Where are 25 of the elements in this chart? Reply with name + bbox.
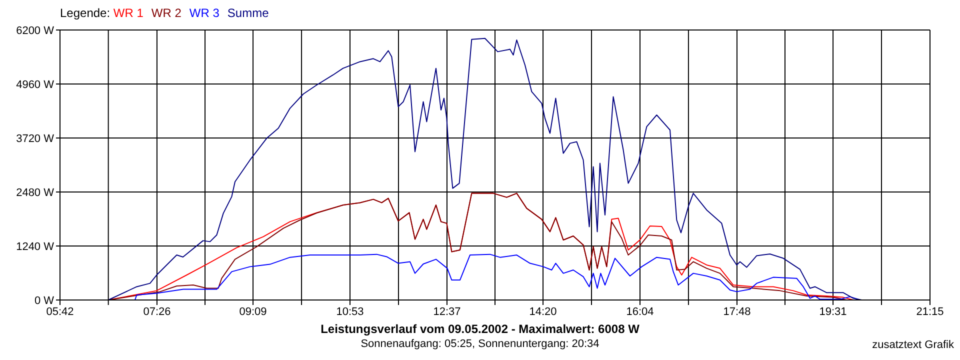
text: WR 1 <box>113 6 144 20</box>
text: Sonnenaufgang: 05:25, Sonnenuntergang: 20:34 <box>360 338 600 350</box>
x-tick-label: 10:53 <box>336 306 364 318</box>
y-tick-label: 3720 W <box>16 132 55 145</box>
y-tick-label: 0 W <box>34 294 55 307</box>
text: Summe <box>227 6 269 20</box>
y-tick-label: 6200 W <box>16 24 55 37</box>
text: zusatztext Grafik <box>872 339 954 351</box>
text: WR 3 <box>189 6 220 20</box>
x-tick-label: 05:42 <box>46 306 74 318</box>
x-tick-label: 16:04 <box>626 306 654 318</box>
text: WR 2 <box>151 6 182 20</box>
legend-title: Legende: <box>60 6 112 20</box>
line-series <box>108 38 862 300</box>
x-tick-label: 07:26 <box>143 306 171 318</box>
x-tick-label: 19:31 <box>819 306 847 318</box>
y-tick-label: 4960 W <box>16 78 55 91</box>
text: Leistungsverlauf vom 09.05.2002 - Maximalwert: 6008 W <box>320 322 640 336</box>
y-tick-label: 2480 W <box>16 186 55 199</box>
x-tick-label: 09:09 <box>239 306 267 318</box>
x-tick-label: 12:37 <box>433 306 461 318</box>
x-tick-label: 21:15 <box>916 306 944 318</box>
x-tick-label: 17:48 <box>723 306 751 318</box>
y-tick-label: 1240 W <box>16 240 55 253</box>
x-tick-label: 14:20 <box>529 306 557 318</box>
